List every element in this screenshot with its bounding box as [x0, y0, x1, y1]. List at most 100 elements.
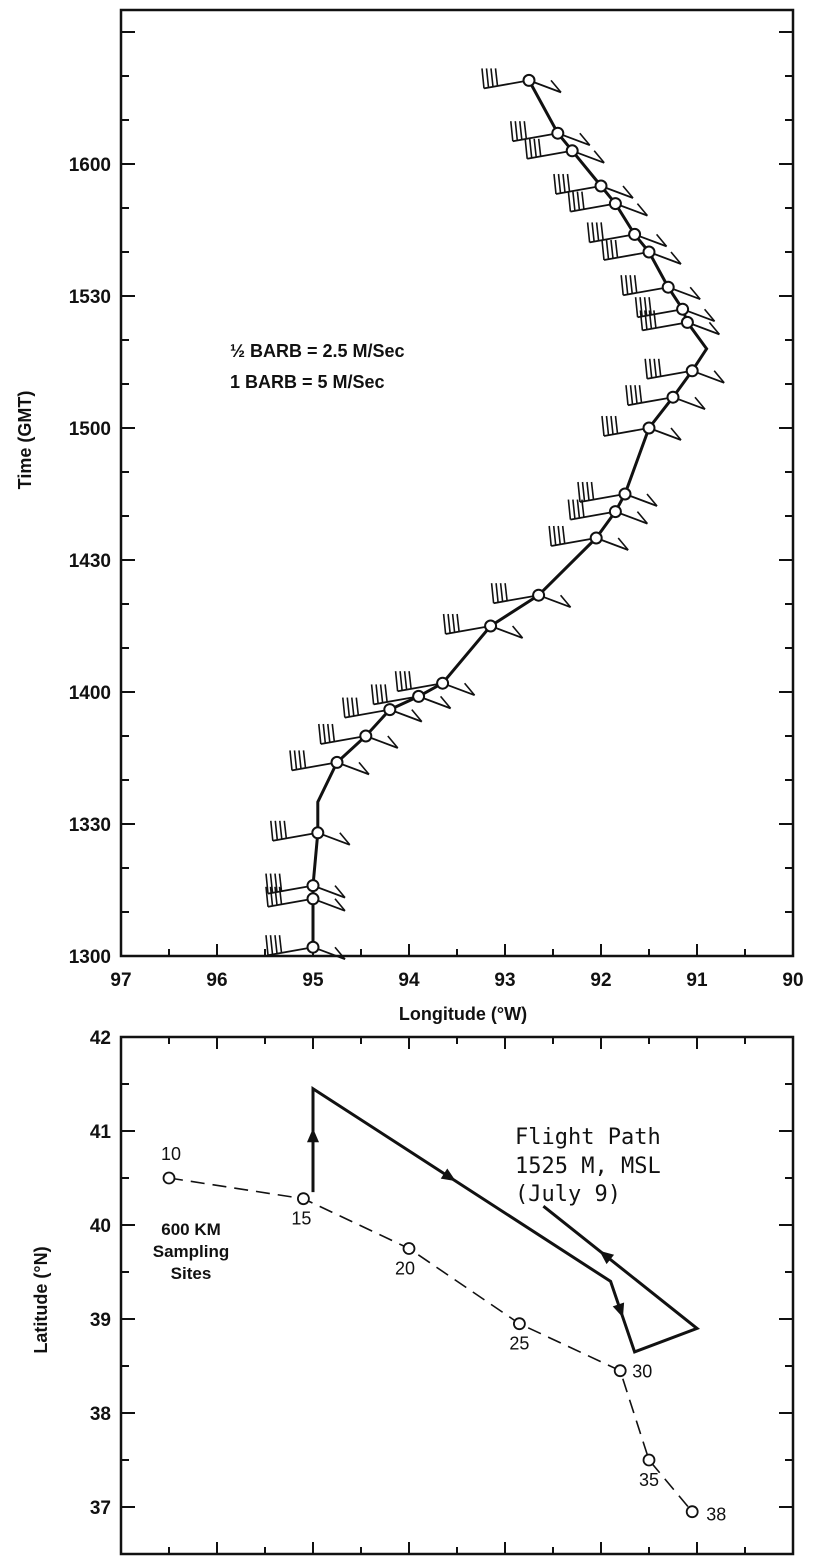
wind-barb-feather [634, 297, 639, 318]
wind-barb-feather [442, 613, 447, 635]
wind-barb-half [334, 946, 346, 960]
wind-barb-staff [555, 185, 602, 195]
wind-barb-feather [298, 750, 302, 769]
top-x-axis-title: Longitude (°W) [399, 1004, 527, 1024]
wind-barb-feather [490, 68, 494, 87]
wind-barb [601, 415, 682, 441]
wind-barb-feather [605, 239, 610, 260]
wind-barb-feather [629, 385, 634, 405]
wind-barb-feather [553, 173, 557, 195]
sampling-site-label: 10 [161, 1144, 181, 1164]
wind-barb-feather [355, 697, 360, 716]
flight-direction-arrow [599, 1250, 615, 1265]
wind-barb-staff [445, 625, 491, 635]
wind-barb-feather [523, 121, 528, 139]
wind-barb-half [559, 594, 572, 608]
wind-barb-staff [570, 202, 616, 213]
top-data-point [680, 315, 694, 329]
wind-barb-feather [644, 310, 648, 330]
wind-barb [620, 275, 701, 301]
wind-barb-staff [603, 427, 650, 437]
top-y-tick-label: 1500 [69, 419, 111, 440]
top-y-tick-label: 1430 [69, 551, 111, 572]
wind-barb-half [703, 308, 716, 322]
wind-barb-feather [269, 935, 274, 955]
top-y-axis-title: Time (GMT) [15, 391, 35, 490]
sampling-sites-curve [168, 1177, 693, 1513]
wind-barb-feather [528, 138, 533, 159]
sampling-site-label: 20 [395, 1259, 415, 1279]
wind-barb-feather [302, 750, 307, 769]
top-data-point [412, 689, 426, 703]
wind-barb-half [670, 251, 682, 265]
sampling-site-point [402, 1242, 416, 1255]
wind-barb-half [622, 185, 634, 199]
wind-barb-feather [581, 191, 585, 210]
bottom-y-tick-label: 38 [90, 1404, 111, 1425]
wind-barb-feather [278, 873, 283, 892]
wind-barb-feather [408, 671, 412, 689]
wind-barb-feather [567, 191, 572, 212]
wind-barb [577, 481, 658, 507]
wind-barb-feather [537, 138, 542, 157]
sampling-site-point [162, 1171, 176, 1185]
top-data-point [589, 531, 603, 545]
sampling-site-label: 30 [632, 1362, 652, 1382]
wind-barb-feather [265, 935, 269, 956]
wind-barb-feather [557, 525, 561, 545]
wind-barb-feather [327, 723, 331, 743]
wind-barb-feather [514, 121, 519, 141]
top-x-tick-label: 97 [110, 970, 131, 991]
wind-barb-feather [269, 886, 274, 907]
wind-barb-staff [623, 286, 669, 297]
wind-barb-half [339, 832, 351, 846]
wind-barb-feather [572, 499, 576, 519]
wind-barb-staff [397, 682, 443, 693]
wind-barb-feather [504, 583, 508, 601]
wind-barb-feather [648, 297, 652, 315]
legend-half-barb: ½ BARB = 2.5 M/Sec [230, 341, 405, 361]
wind-barb-feather [346, 697, 351, 717]
sampling-site-point [642, 1453, 656, 1467]
bottom-y-tick-label: 39 [90, 1310, 111, 1331]
wind-barb-feather [379, 684, 384, 703]
sampling-site-label: 35 [639, 1470, 659, 1490]
wind-barb-feather [639, 310, 644, 331]
flight-path-chart: 37 38 39 40 41 42 10 15 20 25 30 35 38 Latitude (°N… [31, 1028, 795, 1556]
wind-barb-feather [318, 723, 322, 745]
wind-barb-feather [269, 873, 274, 893]
top-data-point [306, 879, 320, 893]
wind-barb-feather [614, 239, 619, 258]
top-data-point [661, 280, 675, 294]
top-data-point [666, 390, 680, 404]
wind-barb-feather [624, 275, 629, 295]
wind-barb-half [689, 286, 701, 300]
wind-barb-feather [490, 583, 495, 604]
wind-barb-feather [274, 873, 278, 893]
wind-barb-staff [493, 594, 539, 605]
wind-barb-feather [351, 697, 355, 717]
wind-barb-feather [600, 222, 604, 241]
wind-barb-feather [638, 385, 643, 403]
wind-barb [634, 297, 716, 323]
wind-barb-feather [591, 222, 595, 242]
wind-barb-feather [601, 239, 605, 261]
top-data-point [359, 729, 373, 743]
wind-barb-feather [403, 671, 408, 690]
bottom-y-tick-label: 37 [90, 1498, 111, 1519]
wind-barb-feather [342, 697, 346, 718]
wind-barb-feather [293, 750, 298, 770]
top-markers [306, 73, 699, 954]
top-data-point [565, 144, 579, 158]
wind-barb-half [646, 493, 658, 507]
wind-barb-staff [344, 708, 390, 719]
wind-barb-feather [644, 358, 648, 379]
sampling-site-label: 38 [706, 1505, 726, 1525]
sampling-site-point [685, 1505, 699, 1519]
sampling-site-label: 25 [509, 1334, 529, 1354]
top-data-point [642, 421, 656, 435]
wind-barb-feather [322, 723, 327, 744]
wind-barb-feather [657, 358, 662, 377]
wind-barb-half [670, 427, 682, 441]
top-data-point [522, 73, 536, 87]
